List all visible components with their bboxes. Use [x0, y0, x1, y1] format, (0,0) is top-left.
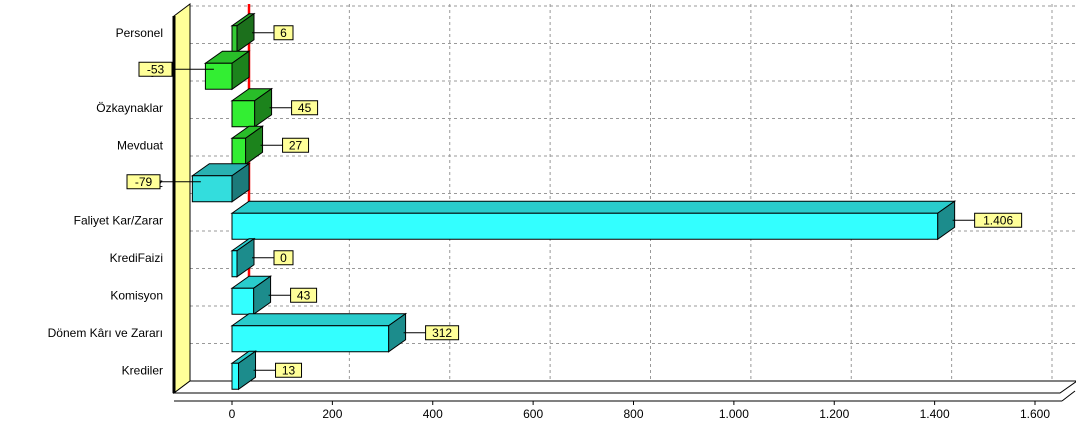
y-tick-label: KrediFaizi — [110, 251, 163, 265]
bar — [230, 237, 256, 278]
chart-floor — [172, 380, 1076, 394]
chart-left-wall — [173, 3, 191, 394]
bar — [230, 312, 408, 353]
data-label-box — [273, 25, 294, 41]
x-tick-label: 400 — [423, 407, 443, 421]
bar — [230, 12, 256, 53]
bar-top-face — [230, 313, 408, 327]
x-tick-label: 1.000 — [719, 407, 749, 421]
bar-front-face — [231, 137, 247, 165]
x-tick-label: 1.400 — [920, 407, 950, 421]
bar — [203, 50, 251, 91]
x-tick-label: 0 — [229, 407, 236, 421]
y-tick-label: Personel — [116, 26, 163, 40]
bar-front-face — [231, 362, 240, 390]
x-tick-label: 1.600 — [1020, 407, 1050, 421]
data-label-box — [290, 287, 318, 303]
bar — [190, 162, 251, 203]
data-label-box — [282, 137, 310, 153]
bar-front-face — [191, 175, 233, 203]
data-label: 27 — [289, 138, 303, 152]
data-label: 45 — [298, 101, 312, 115]
data-label-box — [425, 325, 460, 341]
x-tick-label: 200 — [322, 407, 342, 421]
bar-front-face — [231, 325, 390, 353]
bar-side-face — [236, 12, 255, 53]
y-tick-label: Dönem Kârı ve Zararı — [48, 326, 163, 340]
data-label: 13 — [282, 363, 296, 377]
bar — [230, 125, 265, 166]
bar-front-face — [204, 62, 233, 90]
y-tick-label: Krediler — [122, 363, 163, 377]
data-label: -79 — [135, 175, 153, 189]
bar-front-face — [231, 212, 939, 240]
data-label-box — [273, 250, 294, 266]
bar-front-face — [231, 250, 238, 278]
x-tick-label: 800 — [623, 407, 643, 421]
y-tick-label: Faliyet Kar/Zarar — [74, 213, 163, 227]
data-label-box — [974, 212, 1023, 228]
bar-front-face — [231, 25, 238, 53]
y-tick-label: Komisyon — [110, 288, 163, 302]
data-label: 6 — [280, 26, 287, 40]
y-tick-label: Mevduat — [117, 138, 164, 152]
bar — [230, 200, 957, 241]
bar-side-face — [236, 237, 255, 278]
bar — [230, 275, 273, 316]
data-label-box — [291, 100, 319, 116]
data-label: 43 — [297, 288, 311, 302]
data-label-box — [138, 61, 173, 77]
data-label: -53 — [147, 62, 165, 76]
x-tick-label: 1.200 — [819, 407, 849, 421]
y-tick-label: Özkaynaklar — [96, 101, 163, 115]
data-label: 0 — [280, 251, 287, 265]
data-label-box — [126, 174, 161, 190]
data-label: 1.406 — [983, 213, 1013, 227]
bar-top-face — [230, 200, 957, 214]
bar-front-face — [231, 100, 256, 128]
x-tick-label: 600 — [523, 407, 543, 421]
x-axis-line-depth — [1061, 390, 1076, 402]
bar — [230, 350, 258, 391]
data-label-box — [275, 362, 303, 378]
data-label: 312 — [432, 326, 452, 340]
bar-front-face — [231, 287, 255, 315]
bar — [230, 87, 274, 128]
